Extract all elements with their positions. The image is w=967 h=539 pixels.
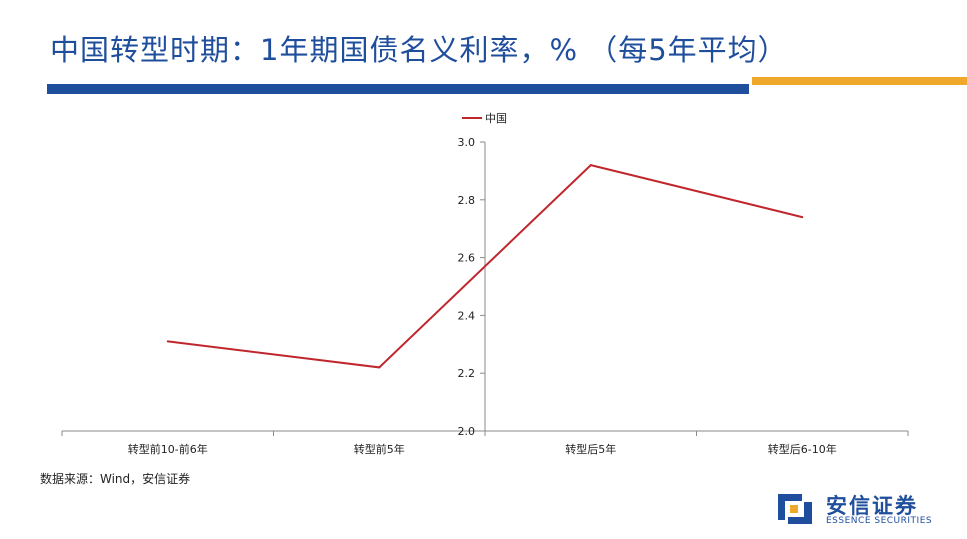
x-tick-label: 转型前10-前6年	[128, 442, 208, 456]
chart-area: 2.0 2.2 2.4 2.6 2.8 3.0 转型前10-前6年 转型前5年 转型后5年 转型后…	[61, 112, 909, 456]
series-point	[801, 216, 804, 219]
y-tick-label: 3.0	[458, 136, 476, 149]
data-source-note: 数据来源：Wind，安信证券	[40, 472, 191, 486]
legend-label: 中国	[485, 112, 507, 125]
y-tick-label: 2.6	[458, 252, 476, 265]
y-tick-label: 2.8	[458, 194, 476, 207]
title-underline-gold	[752, 77, 967, 85]
y-tick-label: 2.2	[458, 367, 476, 380]
series-point	[166, 340, 169, 343]
slide-title: 中国转型时期：1年期国债名义利率，% （每5年平均）	[50, 33, 788, 67]
series-line-china	[167, 163, 803, 369]
company-logo: 安信证券 ESSENCE SECURITIES	[776, 490, 956, 530]
x-tick-label: 转型后6-10年	[768, 442, 837, 456]
x-tick-label: 转型前5年	[354, 442, 405, 456]
x-tick-label: 转型后5年	[565, 442, 616, 456]
series-point	[589, 164, 592, 167]
y-tick-label: 2.4	[458, 309, 476, 322]
title-underline-blue	[47, 84, 749, 94]
y-tick-label: 2.0	[458, 425, 476, 438]
logo-english-name: ESSENCE SECURITIES	[826, 516, 933, 526]
series-point	[378, 366, 381, 369]
logo-mark-icon	[778, 494, 812, 524]
logo-name: 安信证券	[826, 494, 918, 518]
